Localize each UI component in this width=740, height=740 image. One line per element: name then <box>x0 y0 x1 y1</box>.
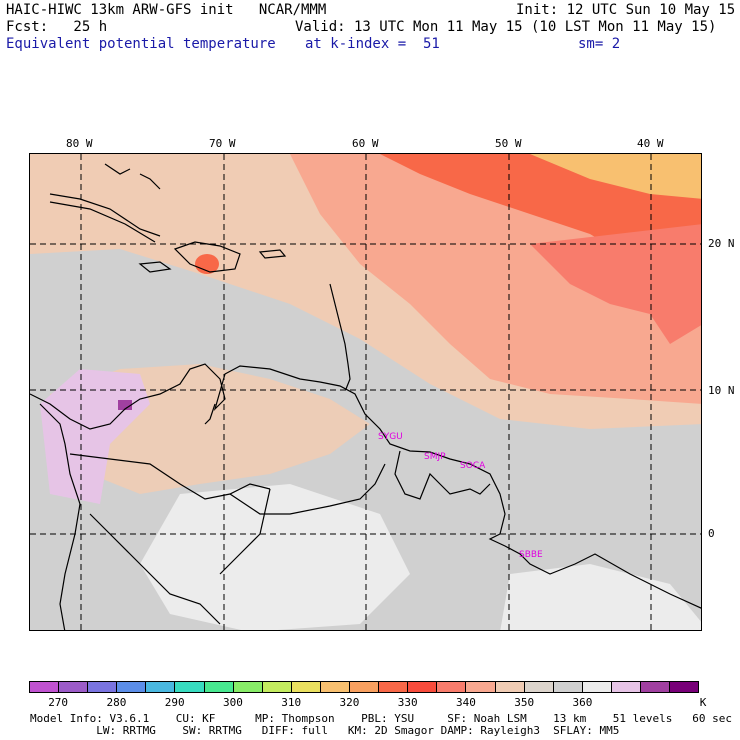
valid-time: Valid: 13 UTC Mon 11 May 15 (10 LST Mon … <box>295 19 717 35</box>
color-scale-cell <box>30 682 60 692</box>
hispaniola-coast <box>173 241 241 273</box>
map-canvas <box>30 154 701 630</box>
color-scale-label: 320 <box>339 696 360 709</box>
color-scale-cell <box>408 682 438 692</box>
color-scale-label: 270 <box>48 696 69 709</box>
color-scale-bar <box>29 681 699 693</box>
color-scale-label: 360 <box>572 696 593 709</box>
color-scale-cell <box>379 682 409 692</box>
theta-e-red-tongue <box>530 224 701 344</box>
color-scale-cell <box>640 682 671 692</box>
model-info-line1: Model Info: V3.6.1 CU: KF MP: Thompson P… <box>30 712 732 725</box>
level-index: at k-index = 51 <box>305 36 440 52</box>
color-scale-cell <box>437 682 467 692</box>
color-scale-cell <box>117 682 147 692</box>
station-label: SMJP <box>424 452 446 462</box>
color-scale-cell <box>466 682 496 692</box>
guianas-borders <box>394 450 491 500</box>
color-scale-label: 290 <box>164 696 185 709</box>
field-name: Equivalent potential temperature <box>6 36 276 52</box>
color-scale-label: 300 <box>222 696 243 709</box>
station-label: SOCA <box>460 461 486 471</box>
theta-e-white-patch-se <box>500 564 701 630</box>
color-scale-cell <box>262 682 292 692</box>
color-scale-cell <box>670 682 699 692</box>
color-scale-label: 280 <box>106 696 127 709</box>
bahamas-islands <box>139 173 161 190</box>
color-scale-cell <box>582 682 612 692</box>
color-scale-cell <box>88 682 118 692</box>
peru-ecuador-border <box>89 513 221 625</box>
theta-e-purple-cell <box>118 400 132 410</box>
color-scale-cell <box>175 682 205 692</box>
lon-tick: 40 W <box>637 137 664 150</box>
station-label: SYGU <box>378 432 403 442</box>
jamaica-coast <box>138 261 172 273</box>
lake-maracaibo <box>204 403 216 425</box>
init-time: Init: 12 UTC Sun 10 May 15 <box>516 2 736 18</box>
model-info-line2: LW: RRTMG SW: RRTMG DIFF: full KM: 2D Sm… <box>30 724 620 737</box>
lesser-antilles <box>329 283 351 390</box>
lat-tick: 20 N <box>708 237 735 250</box>
color-scale-cell <box>495 682 525 692</box>
lon-tick: 50 W <box>495 137 522 150</box>
smoothing-value: sm= 2 <box>578 36 621 52</box>
lat-lon-grid <box>30 154 701 630</box>
lat-tick: 10 N <box>708 384 735 397</box>
station-label: SBBE <box>519 550 543 560</box>
venezuela-brazil-border <box>229 463 386 515</box>
color-scale-label: 340 <box>456 696 476 709</box>
lon-tick: 60 W <box>352 137 379 150</box>
color-scale-cell <box>524 682 554 692</box>
model-title: HAIC-HIWC 13km ARW-GFS init NCAR/MMM <box>6 2 327 18</box>
colombia-border <box>69 453 271 500</box>
pacific-coast <box>39 403 81 630</box>
color-scale-cell <box>59 682 89 692</box>
color-scale-cell <box>553 682 583 692</box>
cuba-coast-south <box>49 201 156 243</box>
color-scale-cell <box>204 682 234 692</box>
lon-tick: 70 W <box>209 137 236 150</box>
theta-e-orange-patch <box>530 154 701 199</box>
coastlines <box>30 163 701 630</box>
lat-tick: 0 <box>708 527 715 540</box>
colombia-peru-border <box>219 488 271 575</box>
map-panel: SYGU SMJP SOCA SBBE <box>29 153 702 631</box>
color-scale-cell <box>611 682 641 692</box>
color-scale-label: 350 <box>514 696 535 709</box>
color-scale-cell <box>233 682 263 692</box>
puerto-rico-coast <box>258 249 287 259</box>
theta-e-white-patch <box>140 484 410 630</box>
color-scale-cell <box>350 682 380 692</box>
color-scale-label: 310 <box>281 696 302 709</box>
color-scale-cell <box>146 682 176 692</box>
lon-tick: 80 W <box>66 137 93 150</box>
color-scale-cell <box>291 682 321 692</box>
south-america-coast <box>30 363 701 609</box>
cuba-coast <box>49 193 161 237</box>
color-scale-label: K <box>699 696 707 709</box>
forecast-hour: Fcst: 25 h <box>6 19 108 35</box>
color-scale-label: 330 <box>397 696 418 709</box>
bahamas-islands <box>104 163 131 175</box>
color-scale-cell <box>320 682 351 692</box>
